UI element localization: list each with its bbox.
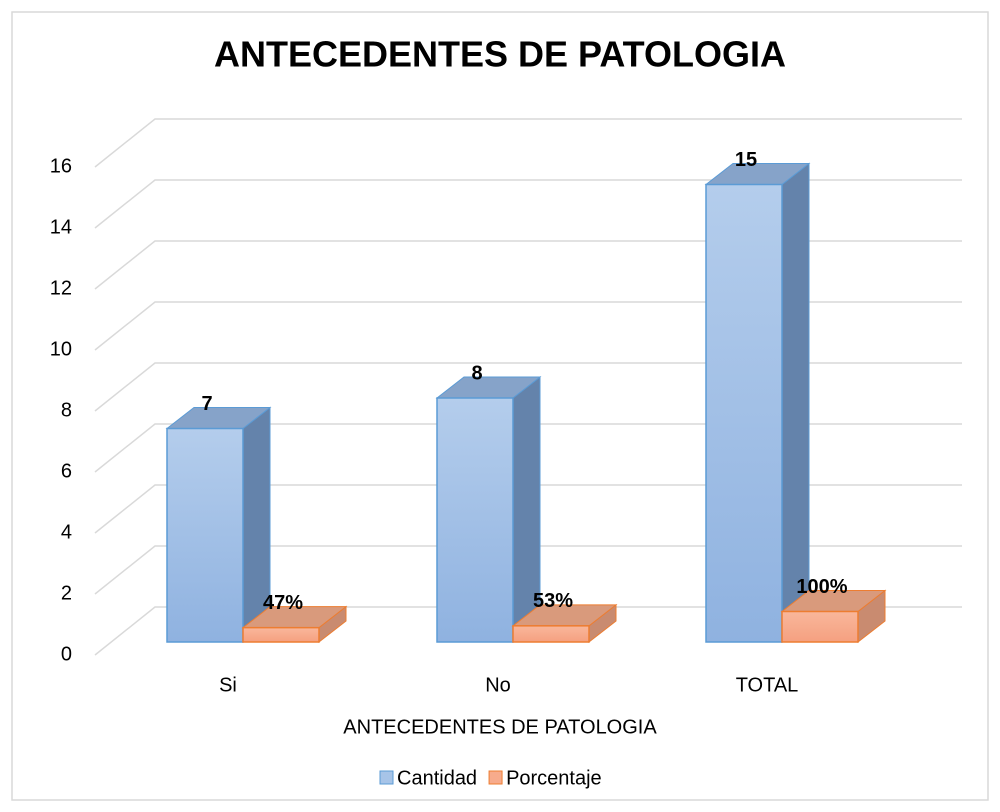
grid-line: [94, 545, 962, 595]
grid-line: [94, 118, 962, 168]
legend-label: Porcentaje: [506, 767, 602, 789]
data-label: 53%: [533, 590, 573, 612]
legend-label: Cantidad: [397, 767, 477, 789]
bar: [165, 406, 272, 644]
bar-face: [781, 610, 859, 643]
bar-face: [436, 397, 514, 643]
y-tick-label: 12: [50, 277, 72, 299]
y-tick-label: 16: [50, 155, 72, 177]
bar-face: [781, 162, 810, 644]
data-label: 100%: [796, 576, 847, 598]
x-tick-label: TOTAL: [736, 674, 799, 696]
y-tick-label: 8: [61, 399, 72, 421]
chart-title: ANTECEDENTES DE PATOLOGIA: [214, 34, 786, 75]
legend-swatch: [488, 770, 503, 785]
bar-face: [242, 626, 320, 643]
data-label: 47%: [263, 592, 303, 614]
grid-line: [94, 301, 962, 351]
bar: [511, 603, 618, 644]
x-tick-label: No: [485, 674, 511, 696]
bar-face: [512, 625, 590, 643]
grid-line: [94, 423, 962, 473]
bar: [435, 375, 542, 644]
data-label: 7: [201, 393, 212, 415]
grid-line: [94, 606, 962, 656]
x-axis-title: ANTECEDENTES DE PATOLOGIA: [343, 716, 657, 738]
y-tick-label: 2: [61, 582, 72, 604]
bar-face: [166, 427, 244, 643]
y-tick-label: 14: [50, 216, 72, 238]
bar: [704, 162, 811, 644]
grid-line: [94, 179, 962, 229]
bar: [780, 589, 887, 644]
y-tick-label: 6: [61, 460, 72, 482]
y-tick-label: 4: [61, 521, 72, 543]
legend-swatch: [379, 770, 394, 785]
bar: [241, 605, 348, 644]
y-tick-label: 0: [61, 643, 72, 665]
y-tick-label: 10: [50, 338, 72, 360]
data-label: 15: [735, 149, 757, 171]
grid-line: [94, 240, 962, 290]
bar-face: [705, 183, 783, 643]
grid-line: [94, 362, 962, 412]
grid-line: [94, 484, 962, 534]
x-tick-label: Si: [219, 674, 237, 696]
data-label: 8: [471, 362, 482, 384]
